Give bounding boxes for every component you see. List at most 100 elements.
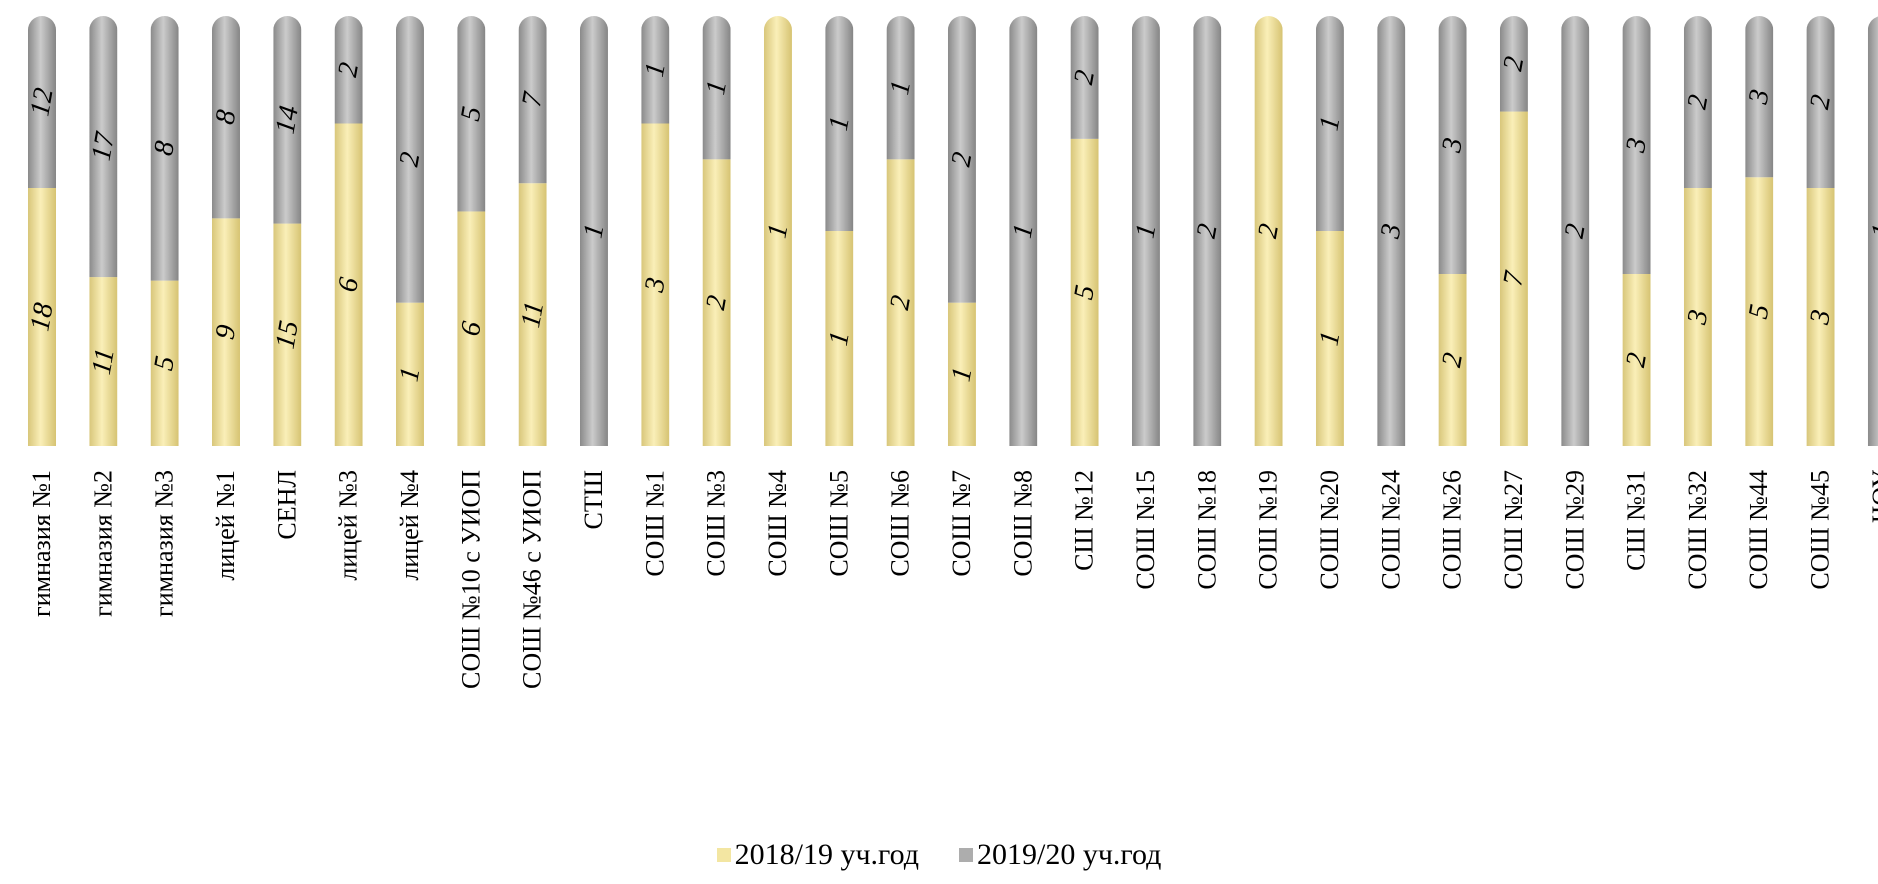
bar-stack bbox=[579, 16, 608, 446]
bar-segment-2019-20 bbox=[211, 16, 240, 219]
category-label: СТШ bbox=[579, 470, 608, 529]
bar-segment-2018-19 bbox=[1254, 16, 1283, 446]
legend-item-2019-20: 2019/20 уч.год bbox=[959, 838, 1161, 872]
category-label: СОШ №7 bbox=[947, 470, 976, 577]
bar-segment-2018-19 bbox=[641, 123, 670, 446]
chart-legend: 2018/19 уч.год 2019/20 уч.год bbox=[0, 837, 1878, 873]
category-label: СОШ №44 bbox=[1744, 470, 1773, 590]
data-label: 2 bbox=[332, 60, 365, 79]
bar-stack bbox=[273, 16, 302, 446]
data-label: 1 bbox=[823, 329, 856, 348]
data-label: 1 bbox=[1129, 221, 1162, 240]
category-label: СОШ №24 bbox=[1376, 470, 1405, 590]
bar-segment-2019-20 bbox=[1806, 16, 1835, 188]
bar-segment-2019-20 bbox=[1315, 16, 1344, 231]
category-label: лицей №3 bbox=[334, 470, 363, 581]
bar-stack bbox=[395, 16, 424, 446]
bar-stack bbox=[1745, 16, 1774, 446]
category-label: СОШ №20 bbox=[1315, 470, 1344, 590]
bar-segment-2018-19 bbox=[211, 218, 240, 446]
bar-segment-2018-19 bbox=[150, 280, 179, 446]
bar-stack bbox=[1070, 16, 1099, 446]
bar-segment-2019-20 bbox=[886, 16, 915, 160]
data-label: 8 bbox=[210, 108, 243, 127]
data-label: 2 bbox=[700, 293, 733, 312]
bar-stack bbox=[886, 16, 915, 447]
bar-segment-2018-19 bbox=[334, 123, 363, 446]
data-label: 1 bbox=[1313, 114, 1346, 133]
data-label: 14 bbox=[270, 103, 305, 136]
bar-segment-2018-19 bbox=[825, 231, 854, 446]
category-label: СОШ №10 с УИОП bbox=[456, 470, 485, 689]
data-label: 5 bbox=[455, 104, 488, 123]
data-label: 2 bbox=[1436, 350, 1469, 369]
category-label: СОШ №29 bbox=[1560, 470, 1589, 590]
category-label: СОШ №1 bbox=[640, 470, 669, 577]
bar-segment-2019-20 bbox=[1622, 16, 1651, 274]
bar-segment-2019-20 bbox=[1867, 16, 1878, 446]
bar-segment-2018-19 bbox=[1745, 177, 1774, 446]
bar-stack bbox=[763, 16, 792, 446]
bar-segment-2019-20 bbox=[1745, 16, 1774, 178]
data-label: 3 bbox=[1681, 307, 1714, 327]
bar-segment-2019-20 bbox=[1438, 16, 1467, 274]
data-label: 1 bbox=[761, 221, 794, 240]
data-label: 1 bbox=[945, 365, 978, 384]
category-label: СОШ №19 bbox=[1254, 470, 1283, 590]
data-label: 1 bbox=[700, 78, 733, 97]
bar-segment-2019-20 bbox=[28, 16, 56, 188]
category-labels-layer: гимназия №1 гимназия №2 гимназия №3 лицей №… bbox=[27, 469, 1878, 689]
data-label: 3 bbox=[1375, 221, 1408, 241]
bar-segment-2019-20 bbox=[1193, 16, 1222, 446]
data-label: 11 bbox=[86, 346, 121, 377]
legend-label-2019-20: 2019/20 уч.год bbox=[977, 838, 1162, 871]
bar-stack bbox=[1806, 16, 1835, 446]
category-label: СОШ №27 bbox=[1499, 470, 1528, 590]
bar-segment-2018-19 bbox=[457, 211, 486, 446]
category-label: СОШ №15 bbox=[1131, 470, 1160, 590]
data-label: 2 bbox=[1191, 221, 1224, 240]
legend-label-2018-19: 2018/19 уч.год bbox=[734, 838, 919, 871]
data-label: 12 bbox=[24, 86, 59, 119]
data-label: 2 bbox=[1620, 350, 1653, 369]
data-label: 3 bbox=[1743, 87, 1776, 107]
bar-stack bbox=[1315, 16, 1344, 446]
data-label: 5 bbox=[1068, 283, 1101, 302]
bar-stack bbox=[1867, 16, 1878, 446]
bar-stack bbox=[1438, 16, 1467, 446]
bar-segment-2019-20 bbox=[1070, 16, 1099, 139]
bar-stack bbox=[1622, 16, 1651, 446]
bar-segment-2019-20 bbox=[1131, 16, 1160, 446]
category-label: СЕНЛ bbox=[272, 470, 301, 540]
bar-segment-2018-19 bbox=[763, 16, 792, 446]
bar-segment-2018-19 bbox=[518, 183, 547, 446]
category-label: СШ №31 bbox=[1622, 470, 1651, 571]
bar-stack bbox=[1193, 16, 1222, 446]
data-label: 2 bbox=[393, 150, 426, 169]
bar-stack bbox=[641, 16, 670, 446]
category-label: СОШ №45 bbox=[1806, 470, 1835, 590]
legend-swatch-2019-20 bbox=[959, 848, 973, 862]
bar-segment-2019-20 bbox=[273, 16, 302, 224]
category-label: СОШ №46 с УИОП bbox=[518, 470, 547, 689]
bar-stack bbox=[457, 16, 486, 446]
bar-segment-2018-19 bbox=[1806, 188, 1835, 446]
category-label: СОШ №18 bbox=[1192, 470, 1221, 590]
bar-segment-2019-20 bbox=[150, 16, 179, 281]
bar-segment-2019-20 bbox=[825, 16, 854, 231]
bar-segment-2018-19 bbox=[702, 159, 731, 447]
data-label: 7 bbox=[516, 89, 549, 109]
category-label: СОШ №26 bbox=[1438, 470, 1467, 590]
bar-stack bbox=[1499, 16, 1528, 447]
bar-stack bbox=[150, 16, 179, 446]
bar-segment-2019-20 bbox=[702, 16, 731, 160]
bar-segment-2019-20 bbox=[89, 16, 118, 278]
bar-segment-2019-20 bbox=[1561, 16, 1590, 446]
data-label: 3 bbox=[1804, 307, 1837, 327]
bar-segment-2018-19 bbox=[395, 302, 424, 446]
bar-segment-2018-19 bbox=[1683, 188, 1712, 446]
bar-segment-2019-20 bbox=[947, 16, 976, 303]
bar-segment-2019-20 bbox=[641, 16, 670, 124]
data-label: 2 bbox=[1681, 92, 1714, 111]
bar-segment-2018-19 bbox=[1499, 111, 1528, 447]
